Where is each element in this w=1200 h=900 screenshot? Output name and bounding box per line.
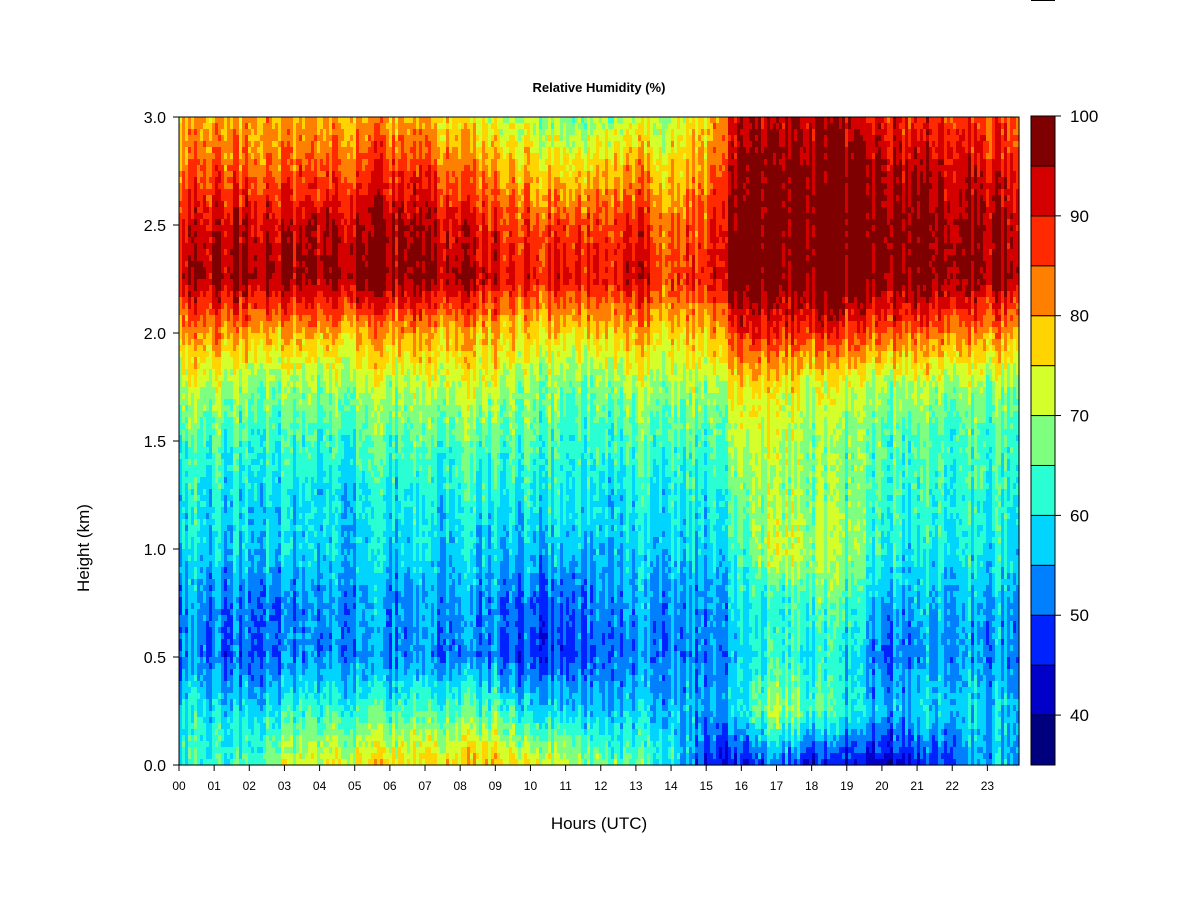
chart-title: Relative Humidity (%) (533, 80, 666, 95)
plot-area (179, 117, 1020, 766)
